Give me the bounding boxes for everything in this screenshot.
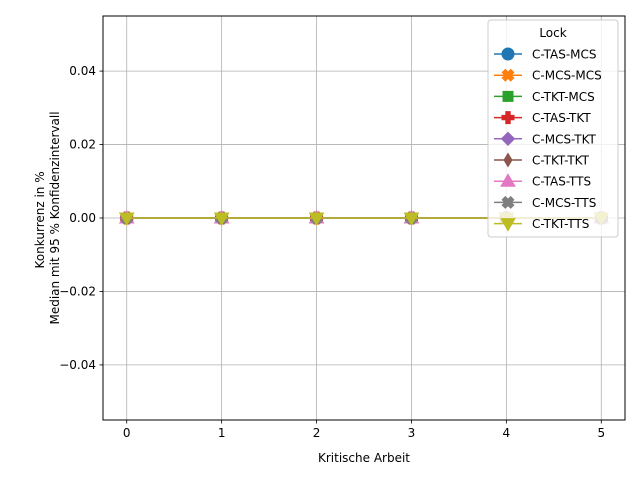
- legend-marker: [502, 90, 514, 102]
- legend-item: C-MCS-TTS: [494, 195, 596, 210]
- legend-label: C-MCS-TKT: [532, 132, 597, 146]
- y-tick-label: −0.02: [59, 284, 96, 298]
- y-axis-label-line-1: Konkurrenz in %: [33, 171, 47, 268]
- legend-label: C-MCS-TTS: [532, 196, 596, 210]
- x-tick-label: 0: [123, 426, 131, 440]
- legend-title: Lock: [539, 26, 566, 40]
- legend: Lock C-TAS-MCS C-MCS-MCS C-TKT-MCS C-TAS-TKT…: [487, 19, 619, 238]
- legend-label: C-TKT-MCS: [532, 90, 595, 104]
- data-point: [403, 212, 420, 226]
- x-tick-label: 2: [313, 426, 321, 440]
- legend-label: C-TAS-TTS: [532, 175, 591, 189]
- legend-item: C-TAS-TKT: [494, 111, 591, 125]
- legend-marker: [500, 173, 516, 187]
- legend-marker: [503, 152, 513, 168]
- data-point: [213, 212, 230, 226]
- y-axis-label-line-2: Median mit 95 % Konfidenzintervall: [48, 111, 62, 324]
- legend-marker: [501, 68, 515, 82]
- legend-item: C-MCS-TKT: [494, 131, 597, 147]
- legend-marker: [500, 218, 516, 232]
- legend-label: C-MCS-MCS: [532, 69, 602, 83]
- legend-label: C-TKT-TTS: [532, 217, 589, 231]
- x-tick-label: 4: [503, 426, 511, 440]
- legend-item: C-MCS-MCS: [494, 68, 602, 83]
- ticks: 0 1 2 3 4 5 0.04 0.02 0.00 −0.02 −0.04: [59, 64, 605, 440]
- legend-item: C-TAS-MCS: [494, 47, 597, 62]
- x-tick-label: 3: [408, 426, 416, 440]
- y-tick-label: −0.04: [59, 358, 96, 372]
- legend-item: C-TKT-MCS: [494, 90, 595, 104]
- legend-marker: [501, 47, 515, 61]
- legend-label: C-TAS-MCS: [532, 48, 597, 62]
- data-point: [308, 212, 325, 226]
- y-axis-label: Konkurrenz in % Median mit 95 % Konfiden…: [33, 111, 62, 324]
- legend-item: C-TKT-TTS: [494, 217, 589, 232]
- y-tick-label: 0.02: [69, 138, 96, 152]
- legend-label: C-TAS-TKT: [532, 111, 591, 125]
- x-axis-label: Kritische Arbeit: [318, 451, 410, 465]
- y-tick-label: 0.04: [69, 64, 96, 78]
- legend-marker: [501, 195, 515, 209]
- x-tick-label: 1: [218, 426, 226, 440]
- legend-marker: [501, 111, 515, 125]
- x-tick-label: 5: [597, 426, 605, 440]
- legend-box: [487, 19, 619, 238]
- y-tick-label: 0.00: [69, 211, 96, 225]
- legend-label: C-TKT-TKT: [532, 154, 590, 168]
- legend-item: C-TKT-TKT: [494, 152, 590, 168]
- data-point: [118, 212, 135, 226]
- legend-item: C-TAS-TTS: [494, 173, 591, 189]
- legend-marker: [500, 131, 516, 147]
